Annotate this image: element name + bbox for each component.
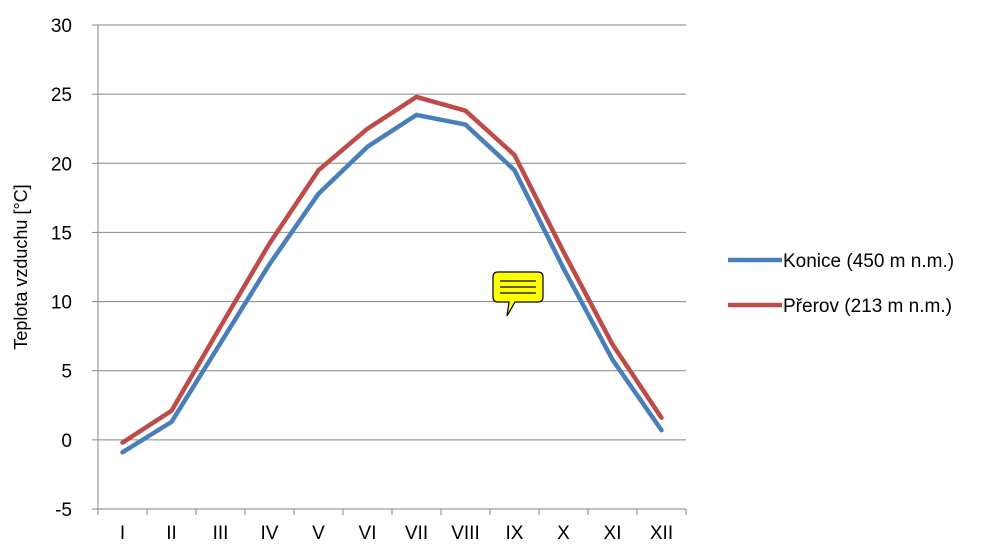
y-tick-label: -5 xyxy=(55,500,72,521)
gridlines xyxy=(98,24,686,441)
x-tick-label: X xyxy=(557,523,570,544)
x-tick-label: I xyxy=(120,523,125,544)
y-tick-label: 20 xyxy=(51,154,72,175)
x-tick-label: II xyxy=(166,523,177,544)
x-tick-label: VIII xyxy=(451,523,480,544)
series-line-1 xyxy=(120,112,664,455)
axes xyxy=(97,25,686,510)
speech-bubble-shape xyxy=(492,271,544,317)
y-tick-labels: -5 0 5 10 15 20 25 30 xyxy=(51,16,98,521)
x-tick-label: VII xyxy=(405,523,428,544)
speech-bubble-icon[interactable] xyxy=(492,271,544,317)
legend-label-2: Přerov (213 m n.m.) xyxy=(783,296,952,317)
series-lines xyxy=(120,94,664,455)
x-tick-label: XI xyxy=(604,523,622,544)
x-tick-label: VI xyxy=(359,523,377,544)
y-axis-title: Teplota vzduchu [°C] xyxy=(11,184,31,349)
x-tick-label: IV xyxy=(261,523,279,544)
y-tick-label: 10 xyxy=(51,293,72,314)
series-line-2 xyxy=(120,94,664,445)
x-tick-label: III xyxy=(213,523,229,544)
y-tick-label: 5 xyxy=(61,362,72,383)
legend-item-1: Konice (450 m n.m.) xyxy=(728,251,954,272)
x-tick-label: V xyxy=(312,523,325,544)
legend: Konice (450 m n.m.) Přerov (213 m n.m.) xyxy=(728,251,954,317)
x-tick-labels: I II III IV V VI VII VIII IX X XI XII xyxy=(97,509,687,544)
x-tick-label: IX xyxy=(506,523,524,544)
legend-item-2: Přerov (213 m n.m.) xyxy=(728,296,952,317)
x-tick-label: XII xyxy=(650,523,673,544)
y-tick-label: 30 xyxy=(51,16,72,37)
legend-label-1: Konice (450 m n.m.) xyxy=(783,251,954,272)
y-tick-label: 0 xyxy=(61,431,72,452)
y-tick-label: 15 xyxy=(51,223,72,244)
y-tick-label: 25 xyxy=(51,85,72,106)
